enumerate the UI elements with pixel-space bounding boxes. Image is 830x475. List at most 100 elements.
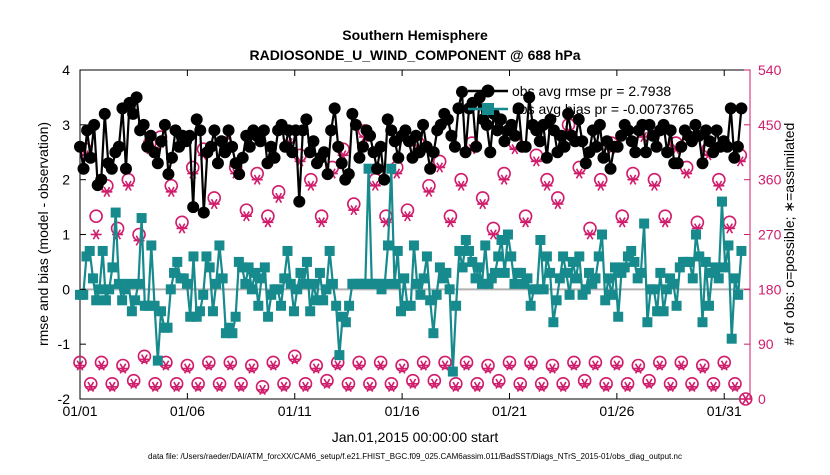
series-rmse-point [137, 118, 150, 131]
obs-assimilated-marker [348, 204, 360, 216]
series-bias-point [292, 284, 303, 295]
obs-possible-marker [524, 355, 538, 370]
asterisk-stroke [350, 204, 358, 216]
series-bias-point [405, 300, 416, 311]
series-bias-point [642, 317, 653, 328]
series-bias-point [441, 267, 452, 278]
obs-possible-marker [73, 355, 87, 370]
asterisk-stroke [516, 381, 524, 392]
series-bias-point [616, 267, 627, 278]
series-bias-point [431, 289, 442, 300]
series-bias-point [687, 273, 698, 284]
series-bias-point [81, 251, 92, 262]
asterisk-stroke [344, 381, 352, 392]
asterisk-stroke [710, 381, 717, 392]
asterisk-stroke [624, 381, 632, 392]
series-bias-point [571, 273, 582, 284]
y-right-tick-label: 270 [758, 227, 782, 243]
series-bias-point [522, 273, 533, 284]
series-bias-point [564, 289, 575, 300]
obs-assimilated-marker [729, 381, 741, 392]
series-bias-point [314, 267, 325, 278]
series-bias-point [149, 300, 160, 311]
obs-possible-marker [491, 373, 506, 388]
series-rmse-point [555, 129, 568, 142]
asterisk-stroke [248, 363, 256, 374]
series-bias-point [340, 317, 351, 328]
series-rmse-point [639, 146, 652, 159]
obs-assimilated-marker [262, 217, 274, 228]
series-bias-point [671, 300, 682, 311]
series-rmse-point [165, 151, 178, 164]
series-rmse-point [236, 151, 249, 164]
obs-assimilated-marker [477, 198, 489, 210]
asterisk-stroke [463, 360, 470, 371]
asterisk-stroke [178, 223, 186, 234]
series-rmse-point [211, 157, 224, 170]
asterisk-stroke [264, 217, 272, 228]
series-bias-point [91, 295, 102, 306]
series-rmse-point [74, 140, 86, 153]
series-bias-point [584, 267, 595, 278]
obs-assimilated-marker [401, 211, 413, 222]
obs-possible-marker [695, 358, 710, 373]
series-bias-point [285, 278, 296, 289]
x-tick-label: 01/21 [492, 403, 527, 419]
series-bias-point [457, 262, 468, 273]
legend-rmse-label: obs avg rmse pr = 2.7938 [512, 83, 671, 99]
series-bias-point [243, 262, 254, 273]
asterisk-stroke [473, 381, 481, 392]
series-rmse-point [424, 162, 437, 175]
asterisk-stroke [677, 360, 685, 371]
obs-possible-marker [642, 373, 656, 388]
series-bias-point [240, 278, 251, 289]
obs-assimilated-marker [101, 186, 113, 198]
series-bias-point [454, 245, 465, 256]
obs-assimilated-marker [584, 229, 596, 240]
series-rmse-point [480, 118, 493, 131]
obs-possible-marker [202, 355, 216, 370]
obs-assimilated-marker [375, 360, 387, 371]
asterisk-stroke [586, 229, 594, 240]
obs-assimilated-marker [530, 156, 542, 167]
series-bias-point [117, 295, 128, 306]
series-bias-point [279, 273, 290, 284]
obs-assimilated-marker [74, 360, 86, 371]
obs-possible-marker [223, 355, 238, 370]
series-rmse-point [194, 124, 207, 137]
obs-assimilated-marker [595, 180, 607, 191]
legend-bias-marker [482, 103, 494, 115]
y-tick-label: 4 [62, 62, 70, 78]
obs-possible-marker [94, 355, 109, 370]
asterisk-stroke [307, 180, 315, 191]
series-bias-point [237, 262, 248, 273]
series-bias-point [606, 289, 617, 300]
asterisk-stroke [532, 156, 540, 167]
asterisk-stroke [242, 211, 250, 222]
asterisk-stroke [736, 156, 744, 167]
series-rmse-point [119, 162, 132, 175]
series-bias-point [198, 289, 209, 300]
series-bias-point [480, 240, 491, 251]
obs-possible-marker [663, 376, 678, 391]
series-bias-point [295, 267, 306, 278]
asterisk-stroke [173, 381, 181, 392]
obs-assimilated-marker [439, 360, 451, 371]
series-rmse-point [353, 151, 366, 164]
obs-possible-marker [545, 358, 560, 373]
obs-assimilated-marker [224, 360, 236, 371]
series-bias-point [399, 273, 410, 284]
series-rmse-point [728, 151, 741, 164]
obs-assimilated-marker [235, 381, 247, 392]
series-rmse-point [208, 124, 221, 137]
series-rmse-point [731, 140, 744, 153]
series-rmse-point [385, 124, 398, 137]
asterisk-stroke [559, 381, 567, 392]
series-rmse-point [604, 162, 617, 175]
series-rmse-point [410, 129, 423, 142]
obs-possible-marker [653, 355, 667, 370]
series-bias-point [506, 251, 517, 262]
series-bias-point [554, 273, 565, 284]
obs-possible-marker [89, 209, 103, 224]
obs-assimilated-marker [251, 174, 263, 185]
